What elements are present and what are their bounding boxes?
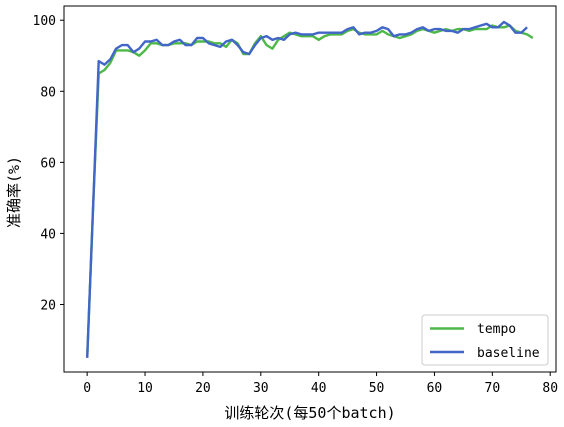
- y-tick-label: 40: [40, 227, 56, 242]
- series-line-baseline: [86, 20, 528, 358]
- x-tick-label: 60: [427, 381, 443, 396]
- legend-label-tempo: tempo: [477, 322, 516, 337]
- y-axis-title: 准确率(%): [5, 156, 23, 228]
- plot-area: [63, 5, 557, 373]
- y-tick-label: 20: [40, 298, 56, 313]
- x-tick-label: 30: [253, 381, 269, 396]
- y-tick-label: 60: [40, 156, 56, 171]
- series-layer: [86, 20, 534, 358]
- y-axis-ticks: 20 40 60 80 100: [33, 14, 64, 313]
- x-tick-label: 0: [83, 381, 91, 396]
- y-tick-label: 80: [40, 85, 56, 100]
- x-tick-label: 70: [485, 381, 501, 396]
- legend-label-baseline: baseline: [477, 346, 540, 361]
- x-tick-label: 50: [369, 381, 385, 396]
- y-tick-label: 100: [33, 14, 56, 29]
- x-axis-title: 训练轮次(每50个batch): [224, 404, 395, 422]
- x-tick-label: 20: [195, 381, 211, 396]
- x-tick-label: 40: [311, 381, 327, 396]
- x-tick-label: 80: [542, 381, 558, 396]
- legend: tempo baseline: [421, 314, 549, 366]
- x-axis-ticks: 0 10 20 30 40 50 60 70 80: [83, 372, 558, 396]
- x-tick-label: 10: [137, 381, 153, 396]
